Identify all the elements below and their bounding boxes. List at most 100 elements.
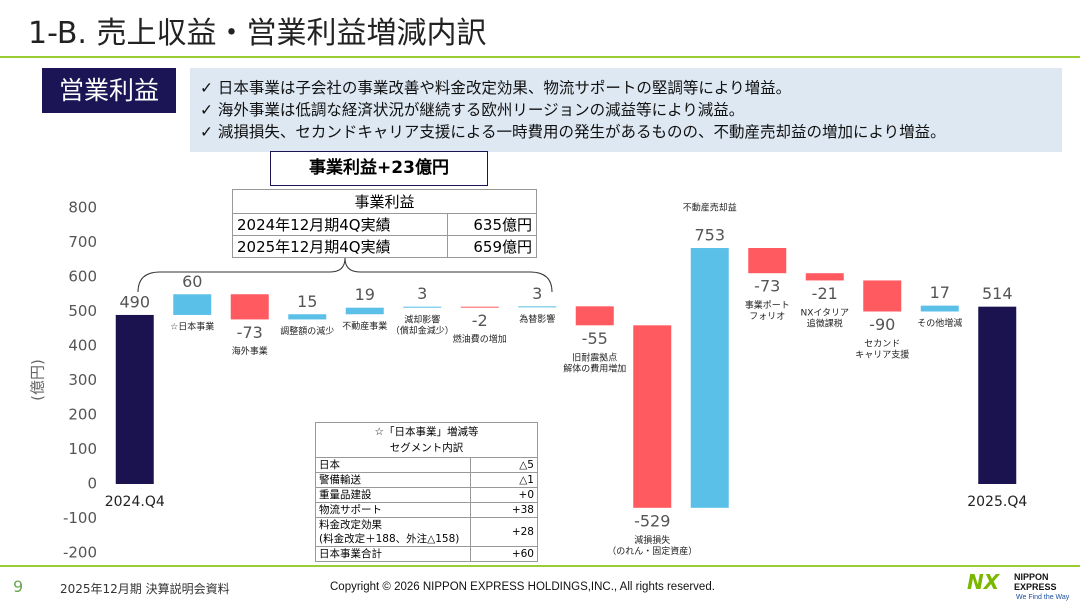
bar: [345, 307, 384, 315]
value-label: -2: [472, 311, 488, 330]
cell: 警備輸送: [315, 472, 471, 488]
y-tick-label: -100: [63, 509, 97, 527]
cell: 2024年12月期4Q実績: [232, 213, 448, 236]
value-label: 19: [355, 285, 375, 304]
table-row: 警備輸送 △1: [315, 472, 538, 488]
value-label: 3: [532, 284, 542, 303]
logo-mark: NX: [967, 570, 1000, 594]
title: 1-B. 売上収益・営業利益増減内訳: [28, 16, 487, 51]
bar: [518, 306, 557, 308]
y-tick-label: 0: [87, 475, 97, 493]
category-label: その他増減: [917, 317, 962, 329]
bar: [403, 306, 442, 308]
category-label: 為替影響: [519, 313, 555, 325]
bar: [748, 248, 787, 274]
category-label: 減損損失（のれん・固定資産）: [607, 533, 697, 556]
y-tick-label: 400: [68, 337, 97, 355]
cell: 635億円: [446, 213, 538, 236]
bullet: ✓ 日本事業は子会社の事業改善や料金改定効果、物流サポートの堅調等により増益。: [200, 79, 792, 97]
value-label: -73: [237, 323, 263, 342]
category-label: 2025.Q4: [967, 494, 1027, 510]
cell: 物流サポート: [315, 502, 471, 518]
y-tick-label: 300: [68, 371, 97, 389]
cell: 料金改定効果 (料金改定＋188、外注△158): [315, 517, 471, 547]
category-label: NXイタリア追徴課税: [800, 307, 849, 329]
value-label: -55: [582, 329, 608, 348]
category-label: 2024.Q4: [105, 494, 165, 510]
cell: 659億円: [446, 235, 538, 258]
bar: [863, 280, 902, 312]
value-label: 753: [694, 226, 725, 245]
segment-table: ☆「日本事業」増減等 セグメント内訳 日本 △5 警備輸送 △1 重量品建設 +0 物流サポ…: [315, 422, 538, 562]
cell: △1: [470, 472, 538, 488]
cell: △5: [470, 457, 538, 473]
title-rule: [0, 56, 1080, 58]
category-label: 調整額の減少: [280, 325, 334, 337]
y-axis-label: (億円): [29, 359, 47, 401]
table-row: 物流サポート +38: [315, 502, 538, 518]
bar: [288, 314, 327, 320]
value-label: 15: [297, 292, 317, 311]
bar: [575, 306, 614, 326]
bar: [633, 325, 672, 508]
value-label: 60: [182, 272, 202, 291]
table-row: 重量品建設 +0: [315, 487, 538, 503]
value-label: -21: [812, 284, 838, 303]
bar: [978, 306, 1017, 484]
value-label: -73: [754, 277, 780, 296]
y-tick-label: 700: [68, 233, 97, 251]
footer-rule: [0, 565, 1080, 567]
summary-table: 事業利益 2024年12月期4Q実績 635億円 2025年12月期4Q実績 659…: [232, 189, 538, 258]
value-label: -529: [634, 511, 670, 530]
bullet: ✓ 海外事業は低調な経済状況が継続する欧州リージョンの減益等により減益。: [200, 101, 745, 119]
bar: [115, 314, 154, 484]
y-tick-label: 200: [68, 406, 97, 424]
bullet: ✓ 減損損失、セカンドキャリア支援による一時費用の発生があるものの、不動産売却益…: [200, 123, 946, 141]
bar: [805, 273, 844, 281]
category-label: ☆日本事業: [170, 320, 214, 332]
cell: 日本: [315, 457, 471, 473]
copyright: Copyright © 2026 NIPPON EXPRESS HOLDINGS…: [330, 581, 715, 593]
y-tick-label: 800: [68, 199, 97, 217]
table-row: 料金改定効果 (料金改定＋188、外注△158) +28: [315, 517, 538, 547]
category-label: 不動産事業: [342, 320, 387, 332]
bullets: ✓ 日本事業は子会社の事業改善や料金改定効果、物流サポートの堅調等により増益。 …: [190, 68, 1062, 152]
value-label: -90: [869, 315, 895, 334]
category-label: 海外事業: [232, 345, 268, 357]
cell: 2025年12月期4Q実績: [232, 235, 448, 258]
section-tag: 営業利益: [42, 68, 176, 113]
bar: [920, 305, 959, 312]
cell: 日本事業合計: [315, 546, 471, 562]
headline: 事業利益+23億円: [270, 151, 488, 186]
bar: [690, 248, 729, 508]
cell: +28: [470, 517, 538, 547]
value-label: 514: [982, 284, 1013, 303]
bracket: [137, 257, 553, 293]
category-label: 旧耐震拠点解体の費用増加: [563, 351, 626, 374]
table-row: 日本事業合計 +60: [315, 546, 538, 562]
bar: [230, 294, 269, 320]
cell: 重量品建設: [315, 487, 471, 503]
bar: [460, 306, 499, 308]
table-row: 日本 △5: [315, 457, 538, 473]
value-label: 490: [119, 292, 150, 311]
y-tick-label: 600: [68, 268, 97, 286]
table-title: 事業利益: [232, 189, 537, 214]
category-label: 燃油費の増加: [453, 333, 507, 345]
y-tick-label: 500: [68, 302, 97, 320]
category-label: セカンドキャリア支援: [855, 338, 909, 360]
page-number: 9: [13, 577, 24, 596]
value-label: 17: [930, 283, 950, 302]
y-tick-label: 100: [68, 440, 97, 458]
category-label: 不動産売却益: [683, 202, 737, 214]
cell: +60: [470, 546, 538, 562]
bar: [173, 294, 212, 315]
doc-name: 2025年12月期 決算説明会資料: [60, 582, 230, 596]
cell: +0: [470, 487, 538, 503]
y-tick-label: -200: [63, 544, 97, 562]
logo-name: NIPPON EXPRESS: [1014, 572, 1057, 592]
category-label: 減却影響（償却金減少）: [391, 313, 454, 336]
cell: +38: [470, 502, 538, 518]
